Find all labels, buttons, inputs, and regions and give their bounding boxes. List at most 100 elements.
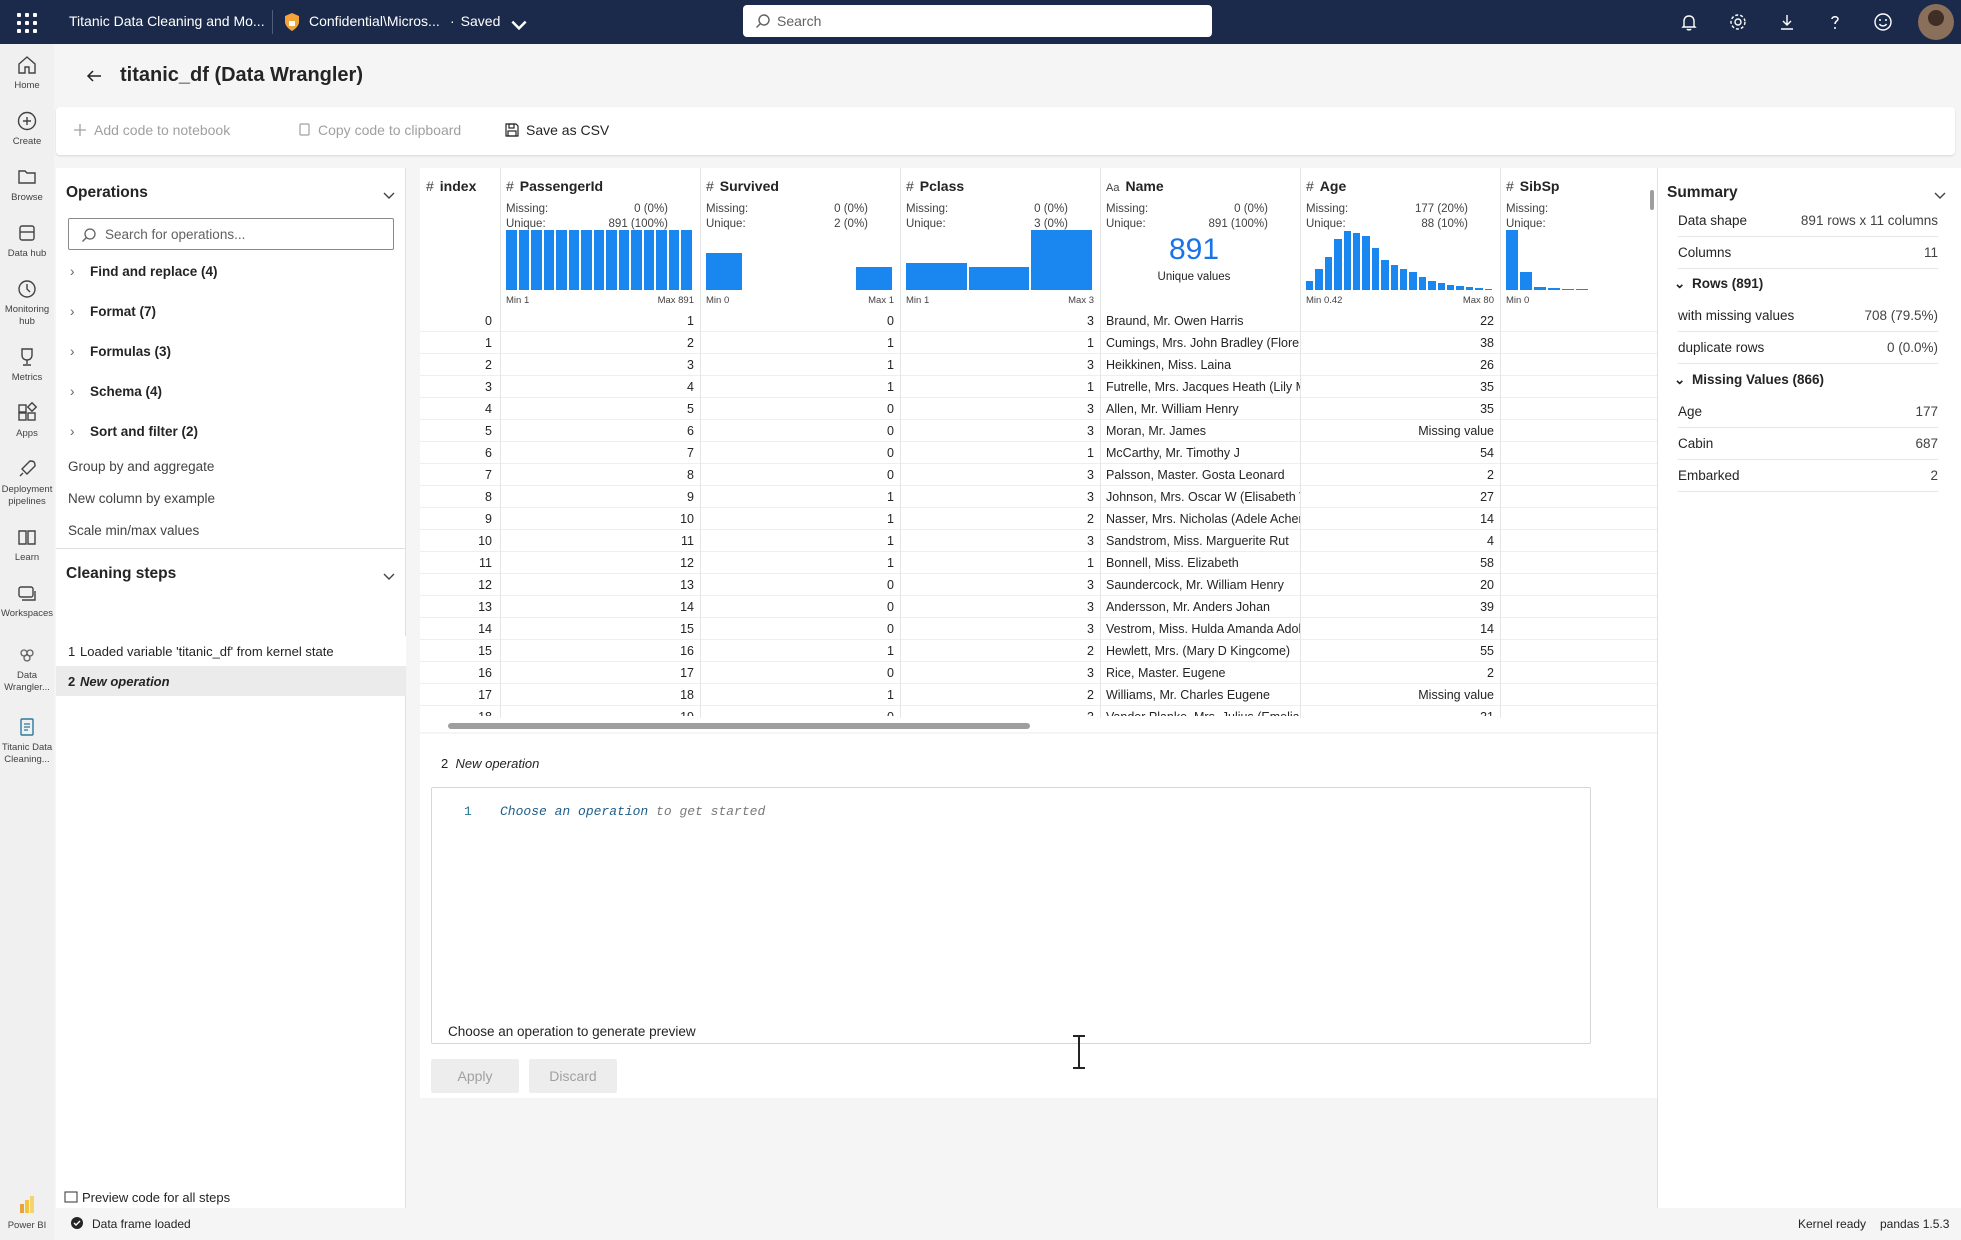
table-cell[interactable]: 3 — [1087, 402, 1094, 416]
table-cell[interactable]: 27 — [1480, 490, 1494, 504]
nav-home[interactable]: Home — [0, 54, 54, 92]
histogram-bar[interactable] — [1548, 288, 1560, 290]
nav-power-bi[interactable]: Power BI — [0, 1194, 54, 1232]
histogram-survived[interactable] — [706, 230, 894, 290]
horizontal-scrollbar[interactable] — [420, 718, 1660, 732]
chevron-down-icon[interactable] — [382, 569, 396, 583]
table-cell[interactable]: 2 — [687, 336, 694, 350]
back-arrow-icon[interactable] — [84, 66, 104, 86]
op-group-by-aggregate[interactable]: Group by and aggregate — [68, 459, 215, 474]
table-cell[interactable]: 14 — [680, 600, 694, 614]
table-cell[interactable]: 0 — [887, 666, 894, 680]
table-row[interactable]: 8 9 1 3 Johnson, Mrs. Oscar W (Elisabeth Vil… — [420, 486, 1660, 508]
table-cell[interactable]: 38 — [1480, 336, 1494, 350]
table-cell[interactable]: 2 — [1087, 644, 1094, 658]
histogram-bar[interactable] — [1343, 231, 1351, 290]
table-row[interactable]: 17 18 1 2 Williams, Mr. Charles Eugene Missin… — [420, 684, 1660, 706]
table-cell[interactable]: 0 — [887, 402, 894, 416]
table-cell[interactable]: 0 — [887, 468, 894, 482]
table-cell[interactable]: 2 — [1487, 468, 1494, 482]
histogram-bar[interactable] — [631, 230, 642, 290]
histogram-bar[interactable] — [1306, 281, 1314, 290]
histogram-bar[interactable] — [1576, 289, 1588, 290]
chevron-down-icon[interactable] — [382, 188, 396, 202]
table-cell[interactable]: Allen, Mr. William Henry — [1106, 402, 1239, 416]
table-cell[interactable]: 3 — [1087, 424, 1094, 438]
histogram-bar[interactable] — [1390, 265, 1398, 290]
histogram-bar[interactable] — [1534, 287, 1546, 290]
table-cell[interactable]: 7 — [485, 468, 492, 482]
table-cell[interactable]: 20 — [1480, 578, 1494, 592]
histogram-bar[interactable] — [968, 267, 1030, 290]
table-cell[interactable]: 0 — [887, 578, 894, 592]
table-cell[interactable]: 4 — [687, 380, 694, 394]
histogram-bar[interactable] — [1409, 272, 1417, 290]
table-cell[interactable]: McCarthy, Mr. Timothy J — [1106, 446, 1240, 460]
table-cell[interactable]: 3 — [1087, 666, 1094, 680]
apply-button[interactable]: Apply — [431, 1059, 519, 1093]
op-group-schema[interactable]: › Schema (4) — [70, 384, 163, 399]
histogram-bar[interactable] — [1371, 248, 1380, 290]
search-input[interactable]: Search — [743, 5, 1212, 37]
table-cell[interactable]: 0 — [485, 314, 492, 328]
histogram-bar[interactable] — [1475, 288, 1483, 290]
table-cell[interactable]: 3 — [1087, 468, 1094, 482]
table-cell[interactable]: Heikkinen, Miss. Laina — [1106, 358, 1232, 372]
histogram-sibsp[interactable] — [1506, 230, 1590, 290]
table-cell[interactable]: 0 — [706, 710, 894, 716]
histogram-bar[interactable] — [543, 230, 555, 290]
table-cell[interactable]: 16 — [680, 644, 694, 658]
histogram-bar[interactable] — [681, 230, 692, 290]
table-cell[interactable]: 15 — [478, 644, 492, 658]
bell-icon[interactable] — [1679, 12, 1699, 32]
histogram-bar[interactable] — [506, 230, 517, 290]
column-header-age[interactable]: # Age — [1306, 178, 1347, 194]
download-icon[interactable] — [1777, 12, 1797, 32]
histogram-bar[interactable] — [1400, 269, 1408, 290]
table-cell[interactable]: 55 — [1480, 644, 1494, 658]
table-cell[interactable]: 7 — [687, 446, 694, 460]
table-row[interactable]: 15 16 1 2 Hewlett, Mrs. (Mary D Kingcome) 55 — [420, 640, 1660, 662]
table-cell[interactable]: Missing value — [1418, 424, 1494, 438]
table-cell[interactable]: Vander Planke, Mrs. Julius (Emelia M — [1106, 710, 1300, 716]
table-row[interactable]: 7 8 0 3 Palsson, Master. Gosta Leonard 2 — [420, 464, 1660, 486]
table-row[interactable]: 0 1 0 3 Braund, Mr. Owen Harris 22 — [420, 310, 1660, 332]
help-icon[interactable] — [1825, 12, 1845, 32]
table-cell[interactable]: 1 — [1087, 556, 1094, 570]
table-cell[interactable]: 3 — [687, 358, 694, 372]
table-cell[interactable]: 6 — [485, 446, 492, 460]
table-row[interactable]: 6 7 0 1 McCarthy, Mr. Timothy J 54 — [420, 442, 1660, 464]
app-launcher-icon[interactable] — [12, 10, 38, 34]
table-cell[interactable]: 10 — [478, 534, 492, 548]
table-cell[interactable]: 9 — [485, 512, 492, 526]
histogram-bar[interactable] — [1465, 287, 1474, 290]
nav-apps[interactable]: Apps — [0, 402, 54, 440]
table-cell[interactable]: 14 — [478, 622, 492, 636]
table-cell[interactable]: 3 — [485, 380, 492, 394]
saved-status[interactable]: · Saved — [450, 13, 501, 29]
table-cell[interactable]: 3 — [1087, 600, 1094, 614]
histogram-pclass[interactable] — [906, 230, 1094, 290]
missing-values-section-header[interactable]: ⌄ Missing Values (866) — [1674, 372, 1825, 387]
table-row[interactable]: 12 13 0 3 Saundercock, Mr. William Henry 20 — [420, 574, 1660, 596]
chevron-down-icon[interactable] — [509, 15, 529, 35]
table-row[interactable]: 3 4 1 1 Futrelle, Mrs. Jacques Heath (Lily M… — [420, 376, 1660, 398]
table-cell[interactable]: 2 — [1487, 666, 1494, 680]
table-cell[interactable]: 18 — [680, 688, 694, 702]
table-row[interactable]: 11 12 1 1 Bonnell, Miss. Elizabeth 58 — [420, 552, 1660, 574]
histogram-bar[interactable] — [618, 230, 630, 290]
table-cell[interactable]: 22 — [1480, 314, 1494, 328]
table-cell[interactable]: 1 — [887, 688, 894, 702]
histogram-bar[interactable] — [518, 230, 530, 290]
table-row[interactable]: 1 2 1 1 Cumings, Mrs. John Bradley (Florenc 3… — [420, 332, 1660, 354]
op-scale-min-max[interactable]: Scale min/max values — [68, 523, 200, 538]
op-group-sort-filter[interactable]: › Sort and filter (2) — [70, 424, 199, 439]
table-cell[interactable]: 3 — [1087, 314, 1094, 328]
table-cell[interactable]: 6 — [687, 424, 694, 438]
table-cell[interactable]: 1 — [887, 534, 894, 548]
table-cell[interactable]: 54 — [1480, 446, 1494, 460]
table-cell[interactable]: Bonnell, Miss. Elizabeth — [1106, 556, 1239, 570]
table-cell[interactable]: 1 — [887, 358, 894, 372]
table-cell[interactable]: 1 — [1087, 380, 1094, 394]
vertical-scrollbar[interactable] — [1648, 168, 1656, 718]
